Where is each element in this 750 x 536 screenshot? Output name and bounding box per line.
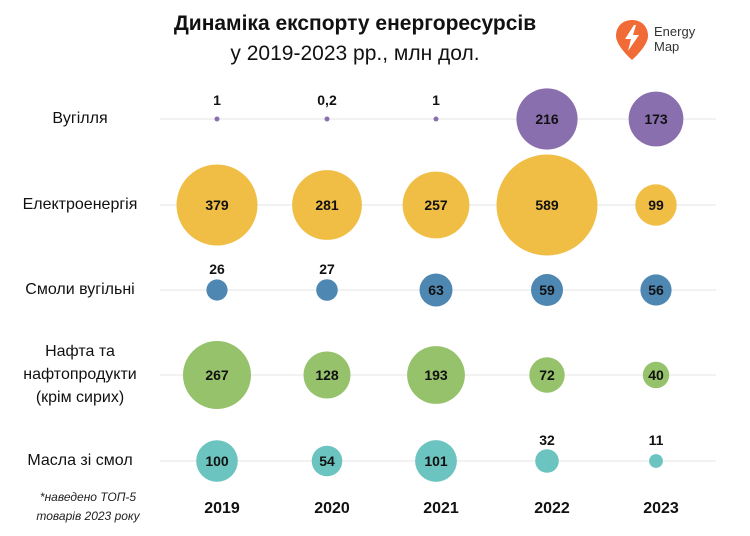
value-label-r1-2019: 1 — [213, 92, 221, 108]
logo-line-1: Energy — [654, 24, 696, 39]
row-label-1-line-1: Вугілля — [52, 109, 108, 127]
value-label-r4-2021: 193 — [424, 367, 448, 383]
value-label-r3-2020: 27 — [319, 261, 335, 277]
bubble-r5-2022 — [535, 449, 559, 473]
value-label-r2-2021: 257 — [424, 197, 448, 213]
bubble-r1-2021 — [433, 116, 439, 122]
bubble-r3-2021 — [419, 273, 453, 307]
bubble-r5-2023 — [649, 454, 663, 468]
value-label-r5-2020: 54 — [319, 453, 335, 469]
value-label-r4-2022: 72 — [539, 367, 555, 383]
footnote-line-1: *наведено ТОП-5 — [39, 490, 137, 504]
bubble-r3-2022 — [531, 274, 563, 306]
value-label-r1-2020: 0,2 — [317, 92, 337, 108]
value-label-r5-2022: 32 — [539, 432, 555, 448]
logo-text: Energy Map — [654, 24, 695, 54]
bubble-r3-2019 — [206, 279, 228, 301]
value-label-r2-2023: 99 — [648, 197, 664, 213]
bubble-r3-2023 — [640, 274, 672, 306]
row-label-3: Смоли вугільні — [0, 278, 160, 301]
bubble-r2-2019 — [176, 164, 258, 246]
row-label-5: Масла зі смол — [0, 449, 160, 472]
bubble-r5-2019 — [196, 440, 238, 482]
row-label-4-line-1: Нафта та — [45, 342, 115, 360]
bubble-r4-2020 — [303, 351, 351, 399]
value-label-r4-2023: 40 — [648, 367, 664, 383]
bubble-r3-2020 — [316, 279, 338, 301]
chart-title: Динаміка експорту енергоресурсів — [173, 12, 537, 35]
bubble-r4-2023 — [642, 361, 670, 389]
bubble-r5-2020 — [311, 445, 343, 477]
bubble-r1-2020 — [324, 116, 330, 122]
value-label-r1-2021: 1 — [432, 92, 440, 108]
bubble-r1-2023 — [628, 91, 684, 147]
row-label-2-line-1: Електроенергія — [22, 195, 138, 213]
bubble-r4-2022 — [529, 357, 565, 393]
bubble-r2-2022 — [496, 154, 598, 256]
value-label-r5-2023: 11 — [649, 432, 664, 448]
value-label-r4-2019: 267 — [205, 367, 229, 383]
row-label-4: Нафта та нафтопродукти (крім сирих) — [0, 340, 160, 409]
value-label-r2-2019: 379 — [205, 197, 229, 213]
row-label-2: Електроенергія — [0, 193, 160, 216]
year-tick-2019: 2019 — [204, 500, 240, 517]
value-label-r2-2022: 589 — [535, 197, 559, 213]
value-label-r3-2019: 26 — [209, 261, 225, 277]
value-label-r1-2022: 216 — [535, 111, 559, 127]
row-label-1: Вугілля — [0, 107, 160, 130]
value-label-r2-2020: 281 — [315, 197, 339, 213]
bubble-r2-2021 — [402, 171, 470, 239]
bubble-r5-2021 — [415, 440, 457, 482]
chart-subtitle: у 2019-2023 рр., млн дол. — [230, 42, 480, 65]
value-label-r3-2021: 63 — [428, 282, 444, 298]
bubble-r4-2019 — [183, 341, 251, 409]
logo-line-2: Map — [654, 39, 680, 54]
bubble-r2-2023 — [635, 184, 677, 226]
value-label-r1-2023: 173 — [644, 111, 668, 127]
footnote: *наведено ТОП-5 товарів 2023 року — [8, 488, 168, 526]
footnote-line-2: товарів 2023 року — [36, 509, 140, 523]
row-label-5-line-1: Масла зі смол — [27, 451, 133, 469]
bubble-r4-2021 — [407, 346, 465, 404]
map-pin-bolt-icon — [616, 20, 648, 60]
value-label-r5-2021: 101 — [424, 453, 448, 469]
year-tick-2023: 2023 — [643, 500, 679, 517]
bubble-r1-2019 — [214, 116, 220, 122]
year-tick-2022: 2022 — [534, 500, 570, 517]
row-label-4-line-2: нафтопродукти — [23, 365, 137, 383]
energy-map-logo: Energy Map — [614, 18, 714, 62]
bubble-r2-2020 — [292, 170, 362, 240]
value-label-r4-2020: 128 — [315, 367, 339, 383]
value-label-r5-2019: 100 — [205, 453, 229, 469]
value-label-r3-2022: 59 — [539, 282, 555, 298]
year-tick-2020: 2020 — [314, 500, 350, 517]
year-tick-2021: 2021 — [423, 500, 459, 517]
bubble-r1-2022 — [516, 88, 578, 150]
value-label-r3-2023: 56 — [648, 282, 664, 298]
row-label-4-line-3: (крім сирих) — [35, 388, 125, 406]
row-label-3-line-1: Смоли вугільні — [25, 280, 135, 298]
